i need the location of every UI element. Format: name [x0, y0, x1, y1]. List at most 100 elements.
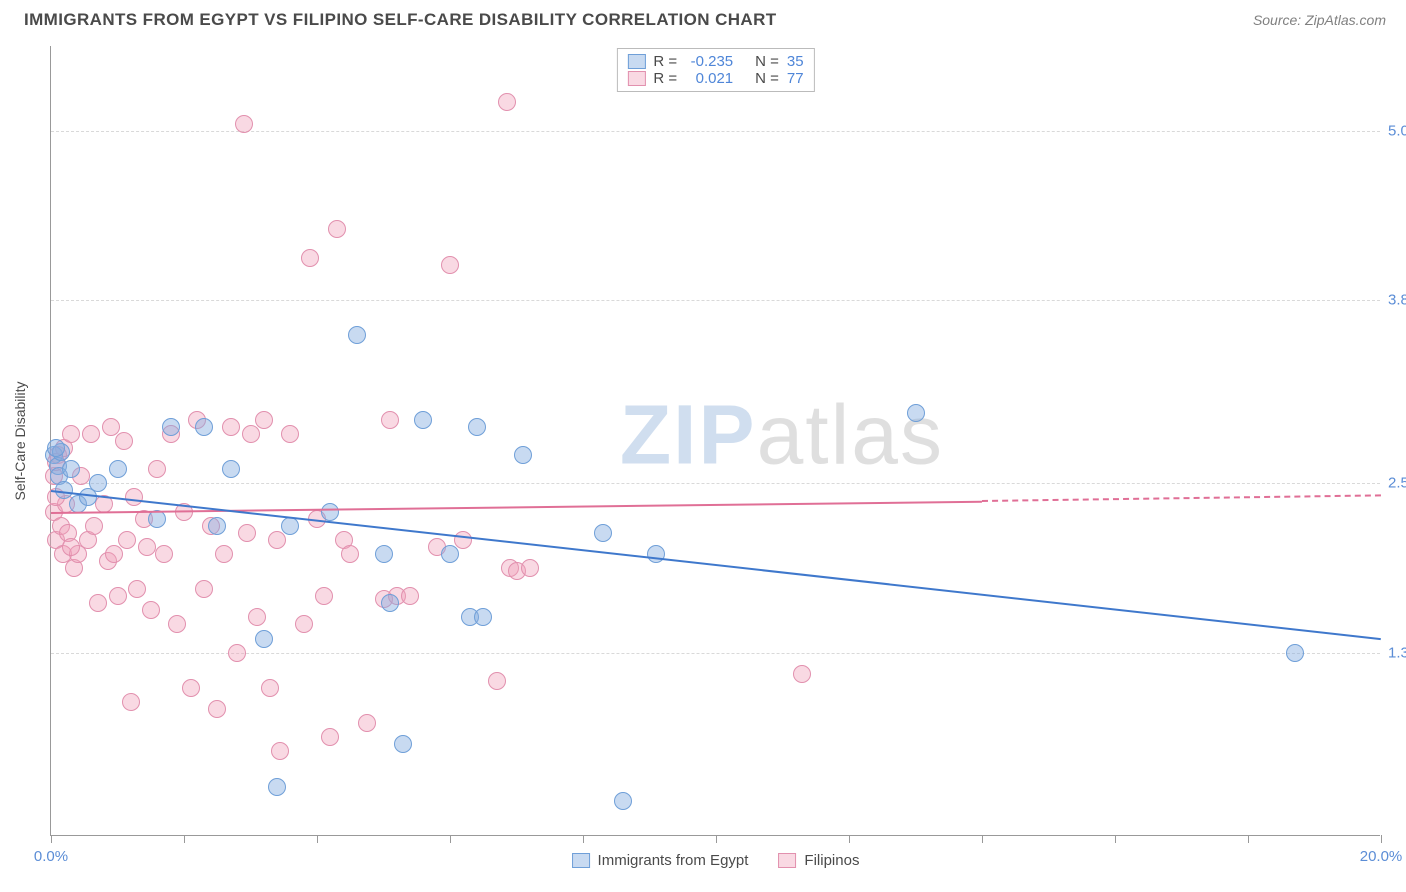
gridline	[51, 483, 1380, 484]
data-point-filipino	[82, 425, 100, 443]
ytick-label: 5.0%	[1388, 122, 1406, 139]
data-point-filipino	[301, 249, 319, 267]
regression-line-extrapolated	[982, 495, 1381, 503]
data-point-filipino	[401, 587, 419, 605]
n-value-egypt: 35	[787, 53, 804, 70]
r-value-egypt: -0.235	[685, 53, 733, 70]
n-label: N =	[755, 53, 779, 70]
data-point-filipino	[248, 608, 266, 626]
data-point-filipino	[454, 531, 472, 549]
data-point-egypt	[474, 608, 492, 626]
data-point-filipino	[208, 700, 226, 718]
data-point-egypt	[594, 524, 612, 542]
series-legend: Immigrants from Egypt Filipinos	[572, 852, 860, 869]
legend-item-filipino: Filipinos	[778, 852, 859, 869]
gridline	[51, 300, 1380, 301]
data-point-filipino	[215, 545, 233, 563]
correlation-legend: R = -0.235 N = 35 R = 0.021 N = 77	[616, 48, 814, 92]
data-point-egypt	[468, 418, 486, 436]
data-point-egypt	[321, 503, 339, 521]
data-point-egypt	[195, 418, 213, 436]
data-point-egypt	[514, 446, 532, 464]
data-point-filipino	[125, 488, 143, 506]
data-point-filipino	[62, 425, 80, 443]
ytick-label: 1.3%	[1388, 644, 1406, 661]
r-value-filipino: 0.021	[685, 70, 733, 87]
data-point-filipino	[321, 728, 339, 746]
data-point-egypt	[79, 488, 97, 506]
data-point-filipino	[155, 545, 173, 563]
ytick-label: 2.5%	[1388, 475, 1406, 492]
xtick	[1248, 835, 1249, 843]
data-point-filipino	[498, 93, 516, 111]
watermark-zip: ZIP	[620, 387, 757, 481]
data-point-filipino	[328, 220, 346, 238]
data-point-egypt	[47, 439, 65, 457]
data-point-filipino	[235, 115, 253, 133]
data-point-filipino	[128, 580, 146, 598]
watermark: ZIPatlas	[620, 386, 944, 483]
source-attribution: Source: ZipAtlas.com	[1253, 12, 1386, 28]
data-point-egypt	[441, 545, 459, 563]
data-point-filipino	[271, 742, 289, 760]
swatch-egypt	[572, 853, 590, 868]
source-prefix: Source:	[1253, 12, 1305, 28]
xtick-label-left: 0.0%	[34, 848, 68, 865]
data-point-filipino	[268, 531, 286, 549]
data-point-filipino	[281, 425, 299, 443]
data-point-egypt	[208, 517, 226, 535]
xtick	[716, 835, 717, 843]
data-point-egypt	[222, 460, 240, 478]
data-point-filipino	[109, 587, 127, 605]
data-point-filipino	[182, 679, 200, 697]
data-point-egypt	[62, 460, 80, 478]
data-point-filipino	[89, 594, 107, 612]
y-axis-label: Self-Care Disability	[12, 381, 28, 500]
legend-row-egypt: R = -0.235 N = 35	[627, 53, 803, 70]
data-point-filipino	[118, 531, 136, 549]
data-point-egypt	[268, 778, 286, 796]
n-value-filipino: 77	[787, 70, 804, 87]
data-point-filipino	[168, 615, 186, 633]
data-point-egypt	[614, 792, 632, 810]
data-point-filipino	[261, 679, 279, 697]
data-point-filipino	[255, 411, 273, 429]
r-label: R =	[653, 70, 677, 87]
data-point-filipino	[358, 714, 376, 732]
data-point-egypt	[109, 460, 127, 478]
xtick	[1115, 835, 1116, 843]
data-point-filipino	[85, 517, 103, 535]
data-point-filipino	[488, 672, 506, 690]
xtick	[982, 835, 983, 843]
legend-label-filipino: Filipinos	[804, 852, 859, 869]
data-point-filipino	[228, 644, 246, 662]
data-point-filipino	[238, 524, 256, 542]
r-label: R =	[653, 53, 677, 70]
swatch-filipino	[778, 853, 796, 868]
data-point-egypt	[162, 418, 180, 436]
data-point-egypt	[907, 404, 925, 422]
watermark-atlas: atlas	[757, 387, 944, 481]
data-point-filipino	[115, 432, 133, 450]
xtick	[583, 835, 584, 843]
data-point-filipino	[102, 418, 120, 436]
data-point-filipino	[222, 418, 240, 436]
data-point-filipino	[195, 580, 213, 598]
xtick	[450, 835, 451, 843]
legend-item-egypt: Immigrants from Egypt	[572, 852, 749, 869]
data-point-filipino	[315, 587, 333, 605]
swatch-filipino	[627, 71, 645, 86]
data-point-egypt	[414, 411, 432, 429]
xtick	[1381, 835, 1382, 843]
xtick-label-right: 20.0%	[1360, 848, 1403, 865]
data-point-filipino	[122, 693, 140, 711]
swatch-egypt	[627, 54, 645, 69]
data-point-egypt	[394, 735, 412, 753]
data-point-egypt	[348, 326, 366, 344]
data-point-egypt	[1286, 644, 1304, 662]
data-point-filipino	[142, 601, 160, 619]
data-point-egypt	[375, 545, 393, 563]
data-point-filipino	[341, 545, 359, 563]
gridline	[51, 653, 1380, 654]
data-point-filipino	[793, 665, 811, 683]
